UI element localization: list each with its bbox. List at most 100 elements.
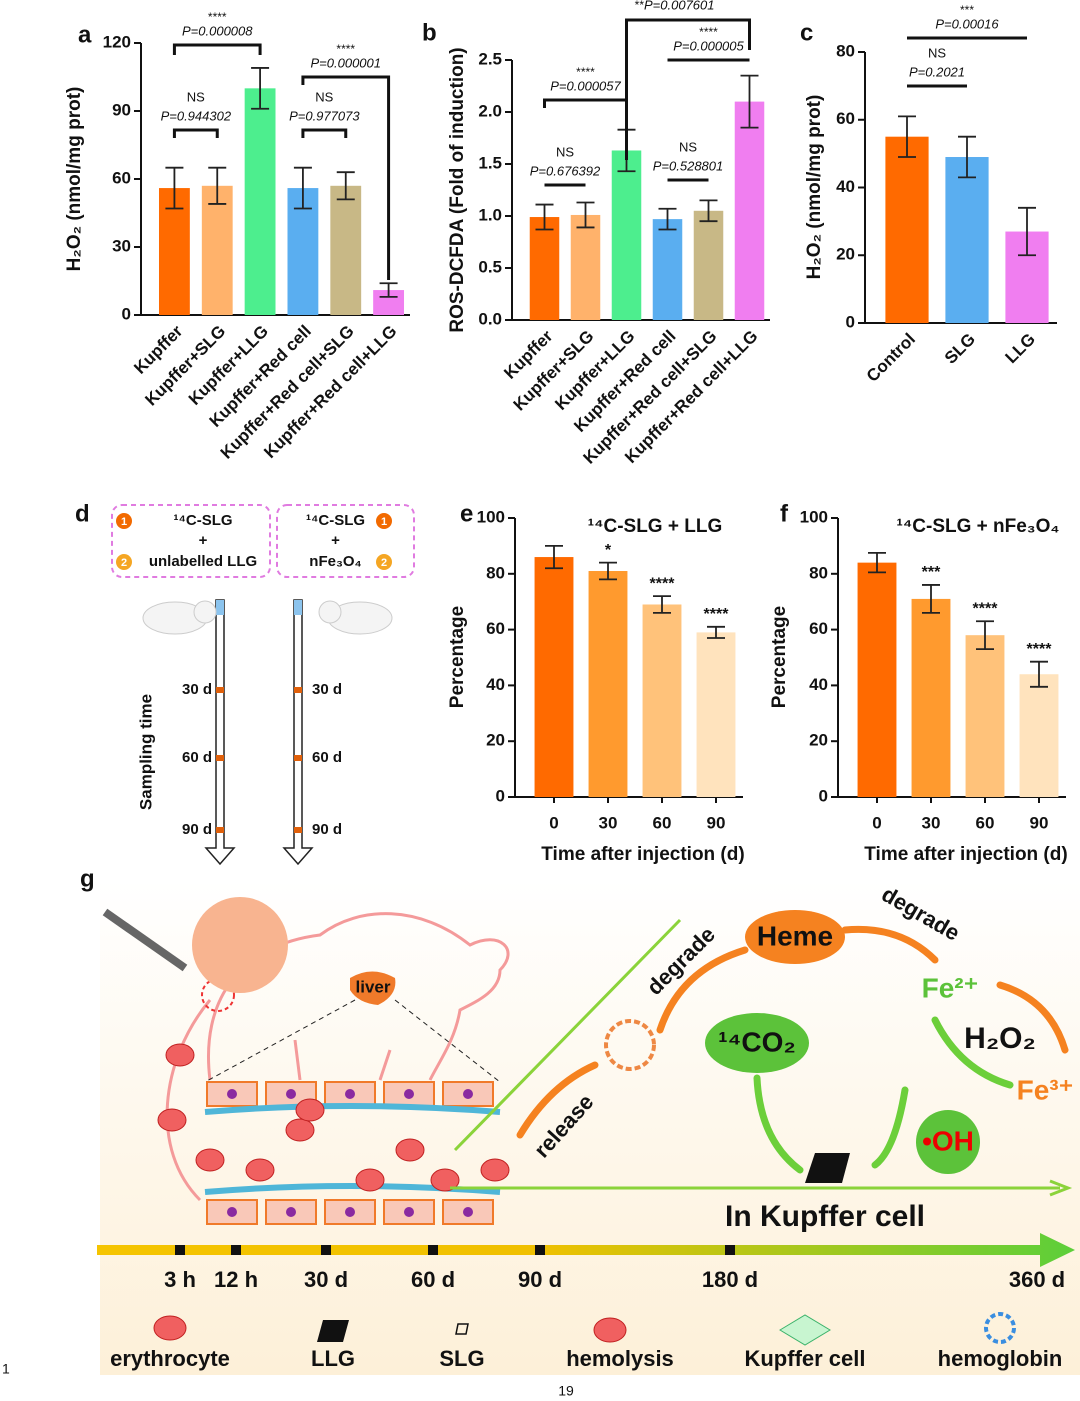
significance: ****: [208, 10, 227, 24]
badge: [116, 513, 132, 529]
cell-nucleus: [227, 1089, 237, 1099]
bar: [965, 635, 1005, 797]
cycle-arrow: [516, 1061, 599, 1139]
bar: [945, 157, 989, 323]
syringe: [102, 908, 188, 972]
p-value: P=0.000001: [311, 55, 381, 70]
significance: ***: [922, 564, 941, 581]
erythrocyte: [480, 1158, 510, 1182]
timeline-label: 60 d: [411, 1267, 455, 1292]
error-bar: [545, 545, 563, 570]
arrow-right: [450, 1179, 1073, 1197]
y-tick-label: 80: [836, 41, 855, 60]
significance: ****: [973, 600, 999, 617]
y-tick-label: 2.5: [478, 49, 502, 68]
sample-time: 30 d: [182, 681, 212, 698]
y-tick-label: 40: [486, 675, 505, 694]
x-tick-label: 30: [922, 813, 941, 832]
legend-icon: [984, 1312, 1016, 1344]
panel-label: c: [800, 19, 813, 46]
group-line: unlabelled LLG: [149, 553, 257, 570]
significance: **: [635, 0, 645, 12]
sampling-tube: [282, 599, 314, 866]
hemoglobin: [604, 1019, 656, 1071]
cell-nucleus: [404, 1207, 414, 1217]
bar: [696, 632, 736, 797]
cell-nucleus: [345, 1089, 355, 1099]
bar: [201, 185, 233, 315]
p-value: P=0.977073: [289, 108, 360, 123]
x-tick-label: Control: [863, 330, 919, 386]
y-tick-label: 60: [809, 619, 828, 638]
p-value: P=0.944302: [161, 108, 232, 123]
cell-nucleus: [345, 1207, 355, 1217]
y-tick-label: 0.5: [478, 257, 502, 276]
sample-time: 90 d: [182, 821, 212, 838]
error-bar: [576, 201, 595, 229]
bracket: [301, 75, 391, 280]
legend-label: Kupffer cell: [744, 1346, 865, 1371]
bar: [652, 219, 683, 320]
badge-label: 1: [381, 516, 387, 528]
bar: [693, 210, 724, 320]
bar: [570, 214, 601, 320]
error-bar: [251, 67, 270, 110]
significance: ****: [704, 606, 730, 623]
p-value: P=0.000005: [673, 38, 744, 53]
error-bar: [336, 171, 355, 201]
group-line: +: [199, 532, 208, 549]
cell-nucleus: [227, 1207, 237, 1217]
group-line: nFe₃O₄: [309, 553, 361, 570]
bar: [244, 88, 276, 315]
group-line: +: [331, 532, 340, 549]
legend-icon: [317, 1320, 349, 1342]
bracket: [301, 128, 348, 138]
erythrocyte: [355, 1168, 385, 1192]
axis-label: Sampling time: [136, 694, 155, 810]
cell-nucleus: [463, 1089, 473, 1099]
cycle-arrow: [871, 1086, 909, 1169]
error-bar: [1030, 660, 1048, 688]
badge-label: 1: [121, 516, 127, 528]
cell-nucleus: [286, 1089, 296, 1099]
cell-nucleus: [463, 1207, 473, 1217]
p-value: P=0.000008: [182, 23, 253, 38]
bar: [911, 598, 951, 797]
error-bar: [868, 551, 886, 574]
error-bar: [658, 207, 677, 231]
y-tick-label: 0.0: [478, 309, 502, 328]
erythrocyte: [165, 1043, 195, 1067]
significance: NS: [928, 45, 946, 60]
erythrocyte: [430, 1168, 460, 1192]
inset: [192, 897, 288, 993]
error-bar: [976, 620, 994, 651]
cell-nucleus: [286, 1207, 296, 1217]
bar: [330, 185, 362, 315]
x-tick-label: 60: [976, 813, 995, 832]
y-axis-label: H₂O₂ (nmol/mg prot): [64, 87, 85, 272]
error-bar: [898, 115, 916, 158]
badge-label: 2: [381, 557, 387, 569]
y-tick-label: 30: [112, 236, 131, 255]
y-tick-label: 20: [809, 731, 828, 750]
x-axis-label: Time after injection (d): [864, 844, 1067, 865]
injection-site: [201, 978, 235, 1012]
x-tick-label: 60: [653, 813, 672, 832]
erythrocyte: [295, 1098, 325, 1122]
endothelial-cell: [206, 1081, 258, 1107]
cell-nucleus: [404, 1089, 414, 1099]
y-tick-label: 0: [846, 312, 855, 331]
timeline-tick: [725, 1245, 735, 1255]
tube-top: [216, 600, 224, 615]
llg-particle: [805, 1153, 850, 1183]
error-bar: [653, 595, 671, 614]
timeline-label: 180 d: [702, 1267, 758, 1292]
bar: [857, 562, 897, 797]
group-box: [276, 504, 415, 578]
page-number: 19: [558, 1383, 574, 1399]
error-bar: [1018, 206, 1036, 257]
mouse-head: [318, 600, 342, 624]
liver: [350, 971, 396, 1005]
cycle-arrow: [931, 1016, 1014, 1089]
